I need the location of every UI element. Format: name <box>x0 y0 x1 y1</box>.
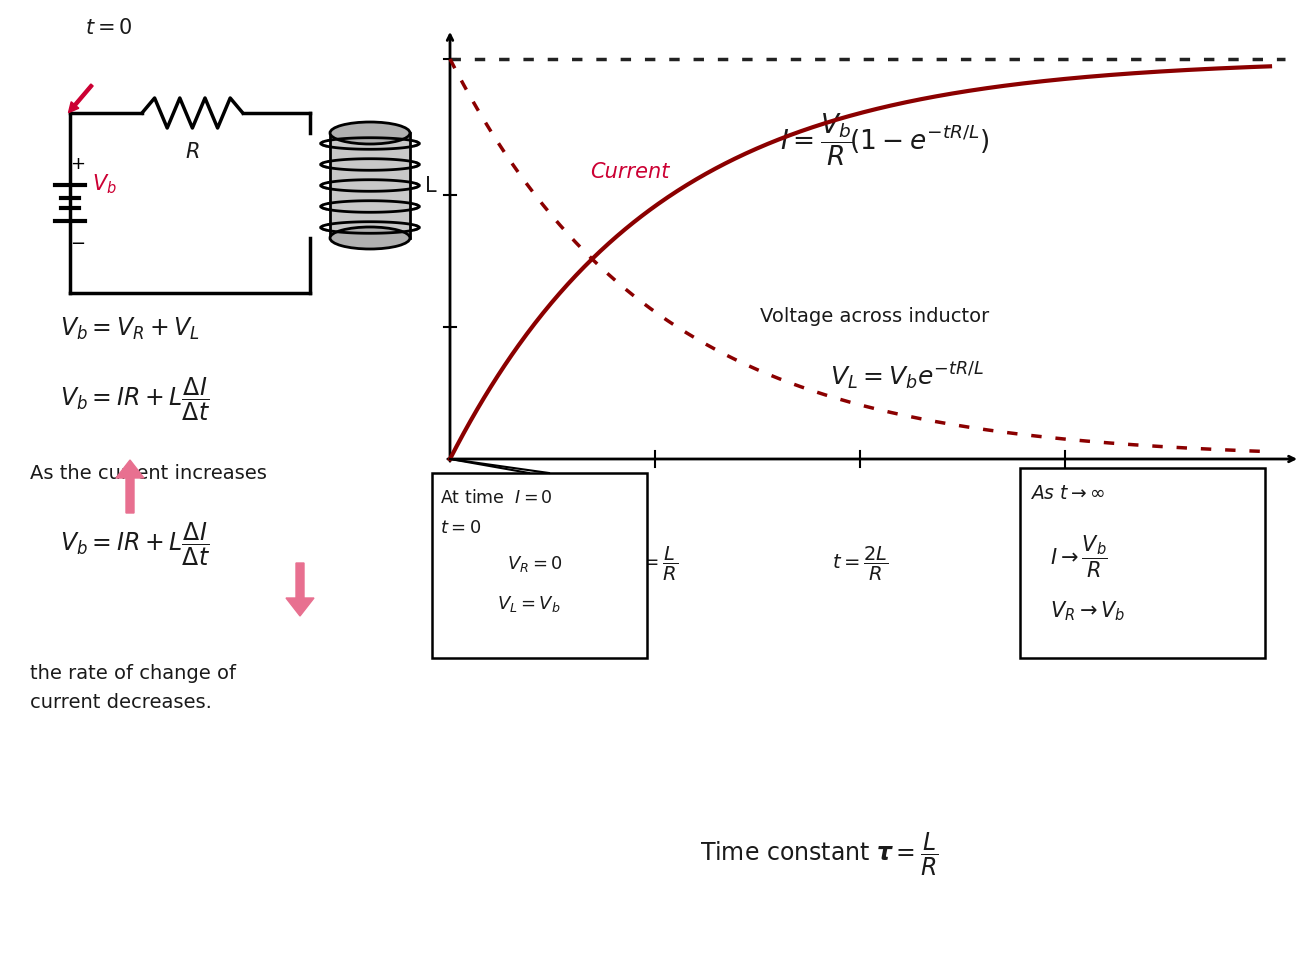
Text: $V_L = V_b$: $V_L = V_b$ <box>497 594 560 614</box>
Text: At time  $I = 0$: At time $I = 0$ <box>439 489 552 506</box>
Text: $V_b = V_R + V_L$: $V_b = V_R + V_L$ <box>60 315 200 342</box>
FancyArrow shape <box>116 460 144 514</box>
Bar <box>1020 469 1265 659</box>
Text: Voltage across inductor: Voltage across inductor <box>760 306 989 325</box>
Text: the rate of change of
current decreases.: the rate of change of current decreases. <box>30 663 237 712</box>
Text: $V_b = IR + L\dfrac{\Delta I}{\Delta t}$: $V_b = IR + L\dfrac{\Delta I}{\Delta t}$ <box>60 519 211 567</box>
Text: $R$: $R$ <box>185 142 200 162</box>
Text: $V_R = 0$: $V_R = 0$ <box>507 554 563 574</box>
FancyArrow shape <box>69 85 94 113</box>
Text: $t = 0$: $t = 0$ <box>84 18 133 38</box>
Text: $V_R \rightarrow V_b$: $V_R \rightarrow V_b$ <box>1050 598 1126 622</box>
Text: $V_b$: $V_b$ <box>92 172 117 195</box>
Text: As the current increases: As the current increases <box>30 464 266 483</box>
Text: time $t \rightarrow$: time $t \rightarrow$ <box>1106 544 1186 563</box>
Text: $V_b = IR + L\dfrac{\Delta I}{\Delta t}$: $V_b = IR + L\dfrac{\Delta I}{\Delta t}$ <box>60 375 211 422</box>
Text: $3\boldsymbol{\tau}$: $3\boldsymbol{\tau}$ <box>1050 499 1079 519</box>
Text: $t = 0$: $t = 0$ <box>439 518 481 537</box>
Text: Time constant $\boldsymbol{\tau} = \dfrac{L}{R}$: Time constant $\boldsymbol{\tau} = \dfra… <box>699 829 939 877</box>
Text: $V_L = V_b e^{-tR/L}$: $V_L = V_b e^{-tR/L}$ <box>829 360 984 392</box>
FancyArrow shape <box>286 563 315 617</box>
Bar <box>330 133 410 239</box>
Text: As $t \rightarrow \infty$: As $t \rightarrow \infty$ <box>1030 483 1105 502</box>
Text: $t = \dfrac{L}{R}$: $t = \dfrac{L}{R}$ <box>632 544 679 582</box>
Text: +: + <box>70 154 86 172</box>
Text: L: L <box>425 176 437 196</box>
Text: $I = \dfrac{V_b}{R}\!\left(1 - e^{-tR/L}\right)$: $I = \dfrac{V_b}{R}\!\left(1 - e^{-tR/L}… <box>780 112 989 168</box>
Text: $t = \dfrac{2L}{R}$: $t = \dfrac{2L}{R}$ <box>832 544 888 582</box>
Ellipse shape <box>330 123 410 145</box>
Text: $-$: $-$ <box>70 233 86 251</box>
Text: Current: Current <box>590 162 670 182</box>
Text: $I \rightarrow \dfrac{V_b}{R}$: $I \rightarrow \dfrac{V_b}{R}$ <box>1050 534 1108 579</box>
Ellipse shape <box>330 228 410 250</box>
Bar <box>432 474 647 659</box>
